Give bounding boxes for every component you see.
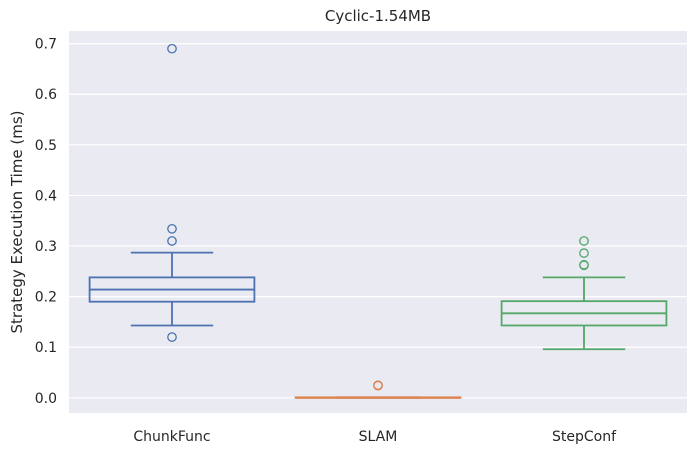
boxes xyxy=(88,43,668,399)
y-axis-title: Strategy Execution Time (ms) xyxy=(8,110,26,333)
y-tick-label: 0.3 xyxy=(35,239,57,255)
y-tick-label: 0.0 xyxy=(35,391,57,407)
box-chunkfunc xyxy=(88,43,256,342)
box-slam xyxy=(294,380,462,399)
outlier-point xyxy=(167,236,177,246)
plot-background xyxy=(69,31,687,413)
y-tick-label: 0.6 xyxy=(35,87,57,103)
x-tick-label: ChunkFunc xyxy=(133,429,210,445)
y-tick-label: 0.7 xyxy=(35,37,57,53)
chart-title: Cyclic-1.54MB xyxy=(325,7,431,25)
outlier-point xyxy=(167,223,177,234)
outlier-point xyxy=(167,332,177,342)
box-stepconf xyxy=(500,236,668,351)
outlier-point xyxy=(373,380,383,391)
outlier-point xyxy=(579,236,589,246)
y-tick-label: 0.1 xyxy=(35,340,57,356)
outlier-point xyxy=(579,259,589,270)
outlier-point xyxy=(579,248,589,258)
y-tick-label: 0.2 xyxy=(35,290,57,306)
y-tick-label: 0.5 xyxy=(35,138,57,154)
y-tick-labels: 0.0 0.1 0.2 0.3 0.4 0.5 0.6 0.7 xyxy=(35,37,57,407)
x-tick-label: StepConf xyxy=(552,429,617,445)
x-tick-label: SLAM xyxy=(359,429,398,445)
grid-lines xyxy=(69,43,687,399)
x-tick-labels: ChunkFunc SLAM StepConf xyxy=(133,429,617,445)
outlier-point xyxy=(167,43,177,54)
y-tick-label: 0.4 xyxy=(35,188,57,204)
